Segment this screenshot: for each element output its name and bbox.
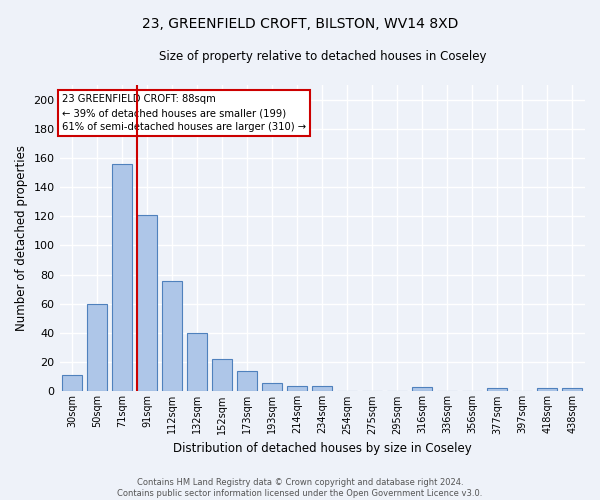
Text: 23, GREENFIELD CROFT, BILSTON, WV14 8XD: 23, GREENFIELD CROFT, BILSTON, WV14 8XD — [142, 18, 458, 32]
Title: Size of property relative to detached houses in Coseley: Size of property relative to detached ho… — [158, 50, 486, 63]
Text: Contains HM Land Registry data © Crown copyright and database right 2024.
Contai: Contains HM Land Registry data © Crown c… — [118, 478, 482, 498]
Bar — [137, 215, 157, 392]
X-axis label: Distribution of detached houses by size in Coseley: Distribution of detached houses by size … — [173, 442, 472, 455]
Bar — [212, 360, 232, 392]
Bar — [187, 333, 207, 392]
Bar — [287, 386, 307, 392]
Bar — [112, 164, 132, 392]
Bar — [162, 280, 182, 392]
Bar — [487, 388, 508, 392]
Bar — [412, 387, 433, 392]
Bar — [262, 382, 282, 392]
Bar — [312, 386, 332, 392]
Bar — [62, 376, 82, 392]
Bar — [562, 388, 583, 392]
Bar — [538, 388, 557, 392]
Y-axis label: Number of detached properties: Number of detached properties — [15, 145, 28, 331]
Bar — [237, 371, 257, 392]
Text: 23 GREENFIELD CROFT: 88sqm
← 39% of detached houses are smaller (199)
61% of sem: 23 GREENFIELD CROFT: 88sqm ← 39% of deta… — [62, 94, 306, 132]
Bar — [87, 304, 107, 392]
